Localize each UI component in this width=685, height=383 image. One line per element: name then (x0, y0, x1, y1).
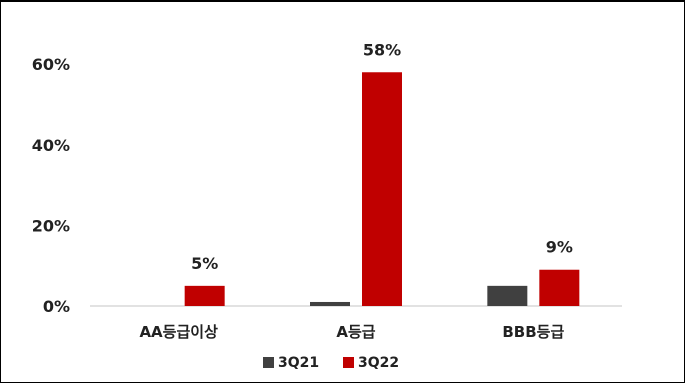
legend-swatch (263, 357, 274, 368)
bar (310, 301, 350, 306)
x-category-label: BBB등급 (502, 323, 564, 341)
data-label: 5% (191, 254, 218, 273)
x-category-label: AA등급이상 (139, 323, 218, 341)
legend-swatch (343, 357, 354, 368)
legend-label: 3Q21 (278, 355, 319, 371)
y-tick-label: 60% (32, 55, 70, 74)
x-category-label: A등급 (336, 323, 375, 341)
legend-label: 3Q22 (358, 355, 399, 371)
bar (539, 269, 580, 306)
y-tick-label: 20% (32, 216, 70, 235)
y-tick-label: 0% (43, 297, 70, 316)
y-tick-label: 40% (32, 136, 70, 155)
bar (487, 285, 528, 306)
data-label: 9% (546, 238, 573, 257)
data-label: 58% (363, 40, 401, 59)
bar (184, 285, 225, 306)
bar (362, 72, 402, 306)
